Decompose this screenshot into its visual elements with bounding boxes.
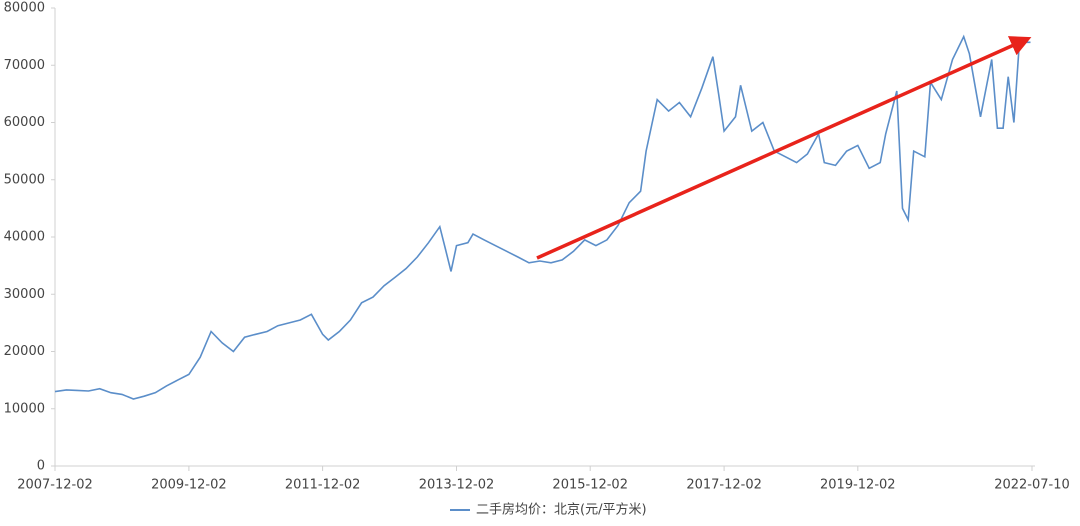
legend-label: 二手房均价：北京(元/平方米) xyxy=(476,502,647,518)
x-tick-label: 2019-12-02 xyxy=(820,478,896,493)
y-tick-label: 60000 xyxy=(4,115,45,130)
x-tick-label: 2013-12-02 xyxy=(419,478,495,493)
x-tick-label: 2007-12-02 xyxy=(17,478,93,493)
y-tick-label: 30000 xyxy=(4,287,45,302)
x-tick-label: 2022-07-10 xyxy=(994,478,1070,493)
trend-arrow xyxy=(536,36,1032,260)
x-tick-label: 2009-12-02 xyxy=(151,478,227,493)
y-tick-label: 40000 xyxy=(4,230,45,245)
y-tick-label: 10000 xyxy=(4,401,45,416)
y-tick-label: 80000 xyxy=(4,1,45,16)
y-tick-label: 50000 xyxy=(4,172,45,187)
x-tick-label: 2017-12-02 xyxy=(686,478,762,493)
y-tick-label: 0 xyxy=(37,459,45,474)
data-line xyxy=(54,34,1031,400)
y-tick-label: 20000 xyxy=(4,344,45,359)
x-tick-label: 2015-12-02 xyxy=(552,478,628,493)
x-tick-label: 2011-12-02 xyxy=(285,478,361,493)
y-tick-label: 70000 xyxy=(4,58,45,73)
